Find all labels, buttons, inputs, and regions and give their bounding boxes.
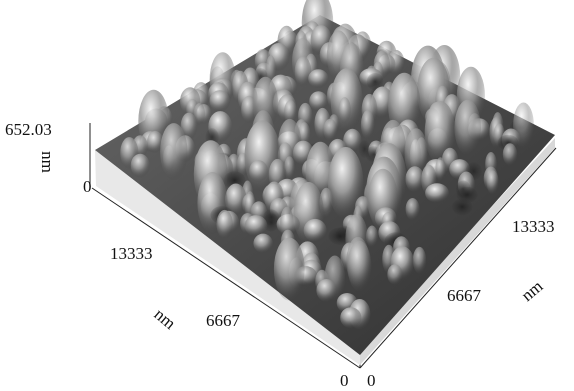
right-unit-label: nm <box>518 277 547 306</box>
relief-bump <box>361 110 375 139</box>
afm-image: 652.03 nm 0 13333 6667 nm 0 0 13333 6667… <box>0 0 574 391</box>
relief-bump <box>160 123 187 180</box>
relief-bump <box>308 69 328 88</box>
z-unit-label: nm <box>38 151 57 173</box>
relief-bump <box>339 97 351 124</box>
relief-bump <box>348 241 372 292</box>
right-origin-label: 0 <box>367 371 376 390</box>
z-min-label: 0 <box>83 177 92 196</box>
relief-bump <box>366 226 378 248</box>
relief-bump <box>406 198 420 220</box>
relief-bump <box>503 143 517 165</box>
relief-bump <box>295 56 312 86</box>
left-tick-label: 6667 <box>206 311 241 330</box>
relief-bump <box>413 247 426 274</box>
relief-bump <box>425 183 449 202</box>
relief-bump <box>316 279 336 302</box>
relief-bump <box>253 234 272 253</box>
relief-bump <box>245 215 268 236</box>
relief-bump <box>217 210 233 239</box>
right-tick-label: 6667 <box>447 286 482 305</box>
relief-bump <box>454 100 481 156</box>
z-max-label: 652.03 <box>5 120 52 139</box>
relief-bump <box>452 199 472 216</box>
left-tick-label: 13333 <box>110 244 153 263</box>
relief-bump <box>131 154 150 178</box>
left-unit-label: nm <box>151 305 180 334</box>
relief-bump <box>210 90 231 112</box>
relief-bump <box>487 170 499 194</box>
relief-bump <box>309 91 328 111</box>
left-origin-label: 0 <box>340 371 349 390</box>
relief-bump <box>323 119 337 141</box>
relief-bump <box>340 307 361 328</box>
relief-bump <box>304 219 327 242</box>
right-tick-label: 13333 <box>512 217 555 236</box>
surface-relief <box>120 0 534 329</box>
relief-bump <box>274 238 305 301</box>
relief-bump <box>435 157 445 181</box>
relief-bump <box>387 264 402 285</box>
relief-bump <box>249 160 268 182</box>
